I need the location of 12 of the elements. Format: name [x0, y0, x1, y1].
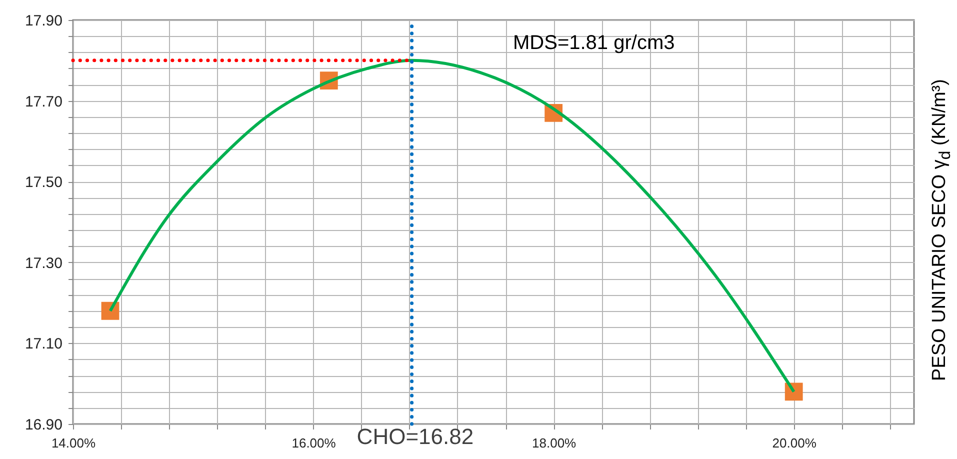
- x-tick-label: 18.00%: [532, 436, 577, 450]
- y-tick-label: 16.90: [24, 416, 62, 434]
- y-tick-label: 17.30: [24, 254, 62, 272]
- x-tick-label: 16.00%: [292, 436, 336, 450]
- y-tick-label: 17.50: [24, 174, 62, 192]
- annotation: MDS=1.81 gr/cm3: [513, 32, 675, 54]
- x-tick-label: 20.00%: [772, 436, 817, 450]
- y-tick-label: 17.70: [24, 93, 62, 110]
- x-tick-label: 14.00%: [51, 436, 96, 450]
- y-tick-label: 17.90: [24, 12, 62, 30]
- ref-line-label: CHO=16.82: [356, 424, 474, 449]
- y-tick-label: 17.10: [24, 336, 62, 353]
